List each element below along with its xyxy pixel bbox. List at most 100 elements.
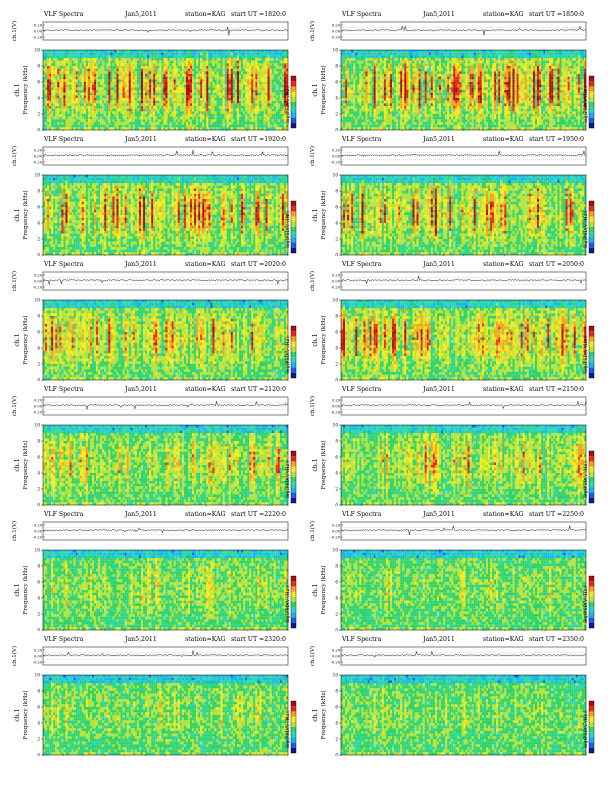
heatmap-cell: [394, 68, 397, 72]
heatmap-cell: [194, 63, 197, 67]
heatmap-cell: [253, 106, 256, 109]
heatmap-cell: [351, 98, 354, 101]
heatmap-cell: [279, 66, 282, 69]
heatmap-cell: [63, 60, 66, 64]
heatmap-cell: [424, 114, 427, 117]
heatmap-cell: [161, 87, 164, 91]
heatmap-cell: [122, 55, 125, 59]
heatmap-cell: [275, 95, 278, 99]
heatmap-cell: [198, 82, 201, 85]
heatmap-cell: [94, 52, 97, 56]
heatmap-cell: [410, 127, 413, 131]
heatmap-cell: [55, 111, 58, 115]
heatmap-cell: [77, 124, 80, 128]
heatmap-cell: [371, 74, 374, 77]
heatmap-cell: [406, 116, 409, 120]
heatmap-cell: [347, 76, 350, 80]
heatmap-cell: [414, 66, 417, 69]
heatmap-cell: [396, 90, 399, 93]
heatmap-cell: [102, 98, 105, 101]
heatmap-cell: [373, 90, 376, 93]
heatmap-cell: [167, 66, 170, 69]
heatmap-cell: [128, 58, 131, 61]
heatmap-cell: [59, 52, 62, 56]
heatmap-cell: [83, 111, 86, 115]
heatmap-cell: [145, 52, 148, 56]
heatmap-cell: [138, 111, 142, 115]
heatmap-cell: [414, 79, 417, 83]
heatmap-cell: [51, 87, 54, 91]
trace-tick-label: -0.20: [33, 36, 43, 40]
heatmap-cell: [147, 119, 150, 123]
heatmap-cell: [259, 100, 262, 104]
heatmap-cell: [404, 100, 407, 104]
heatmap-cell: [89, 74, 93, 77]
heatmap-cell: [181, 95, 184, 99]
heatmap-cell: [420, 114, 423, 117]
heatmap-cell: [392, 74, 395, 77]
heatmap-cell: [265, 114, 268, 117]
heatmap-cell: [245, 52, 248, 56]
heatmap-cell: [122, 66, 125, 69]
heatmap-cell: [383, 74, 386, 77]
heatmap-cell: [412, 50, 415, 53]
heatmap-cell: [145, 79, 148, 83]
heatmap-cell: [55, 103, 58, 107]
heatmap-cell: [134, 55, 137, 59]
heatmap-cell: [214, 71, 217, 75]
heatmap-cell: [138, 106, 142, 109]
heatmap-cell: [198, 50, 201, 53]
heatmap-cell: [234, 116, 238, 120]
heatmap-cell: [112, 122, 115, 125]
heatmap-cell: [167, 108, 170, 112]
heatmap-cell: [59, 82, 62, 85]
heatmap-cell: [377, 98, 380, 101]
heatmap-cell: [420, 76, 423, 80]
heatmap-cell: [396, 74, 399, 77]
heatmap-cell: [402, 50, 405, 53]
heatmap-cell: [204, 82, 207, 85]
heatmap-cell: [77, 90, 80, 93]
heatmap-cell: [422, 119, 425, 123]
heatmap-cell: [85, 74, 88, 77]
heatmap-cell: [53, 95, 56, 99]
heatmap-cell: [265, 92, 268, 96]
heatmap-cell: [67, 90, 70, 93]
heatmap-cell: [275, 90, 278, 93]
heatmap-cell: [345, 127, 348, 131]
heatmap-cell: [377, 106, 380, 109]
heatmap-cell: [271, 98, 274, 101]
heatmap-cell: [165, 108, 168, 112]
heatmap-cell: [251, 71, 254, 75]
heatmap-cell: [383, 119, 386, 123]
heatmap-cell: [65, 66, 68, 69]
heatmap-cell: [49, 58, 52, 61]
heatmap-cell: [153, 84, 156, 88]
heatmap-cell: [77, 63, 80, 67]
heatmap-cell: [102, 111, 105, 115]
heatmap-cell: [226, 87, 229, 91]
heatmap-cell: [134, 106, 137, 109]
heatmap-cell: [77, 87, 80, 91]
heatmap-cell: [387, 79, 391, 83]
heatmap-cell: [151, 111, 154, 115]
heatmap-cell: [147, 98, 150, 101]
heatmap-cell: [69, 100, 72, 104]
heatmap-cell: [173, 66, 176, 69]
heatmap-cell: [377, 108, 380, 112]
heatmap-cell: [67, 76, 70, 80]
heatmap-cell: [387, 74, 391, 77]
heatmap-cell: [394, 74, 397, 77]
heatmap-cell: [232, 87, 235, 91]
heatmap-cell: [53, 127, 56, 131]
heatmap-cell: [132, 50, 135, 53]
heatmap-cell: [187, 50, 191, 53]
heatmap-cell: [371, 92, 374, 96]
heatmap-cell: [71, 76, 74, 80]
heatmap-cell: [261, 87, 264, 91]
heatmap-cell: [89, 100, 93, 104]
heatmap-cell: [234, 63, 238, 67]
heatmap-cell: [271, 116, 274, 120]
heatmap-cell: [343, 108, 346, 112]
heatmap-cell: [383, 106, 386, 109]
